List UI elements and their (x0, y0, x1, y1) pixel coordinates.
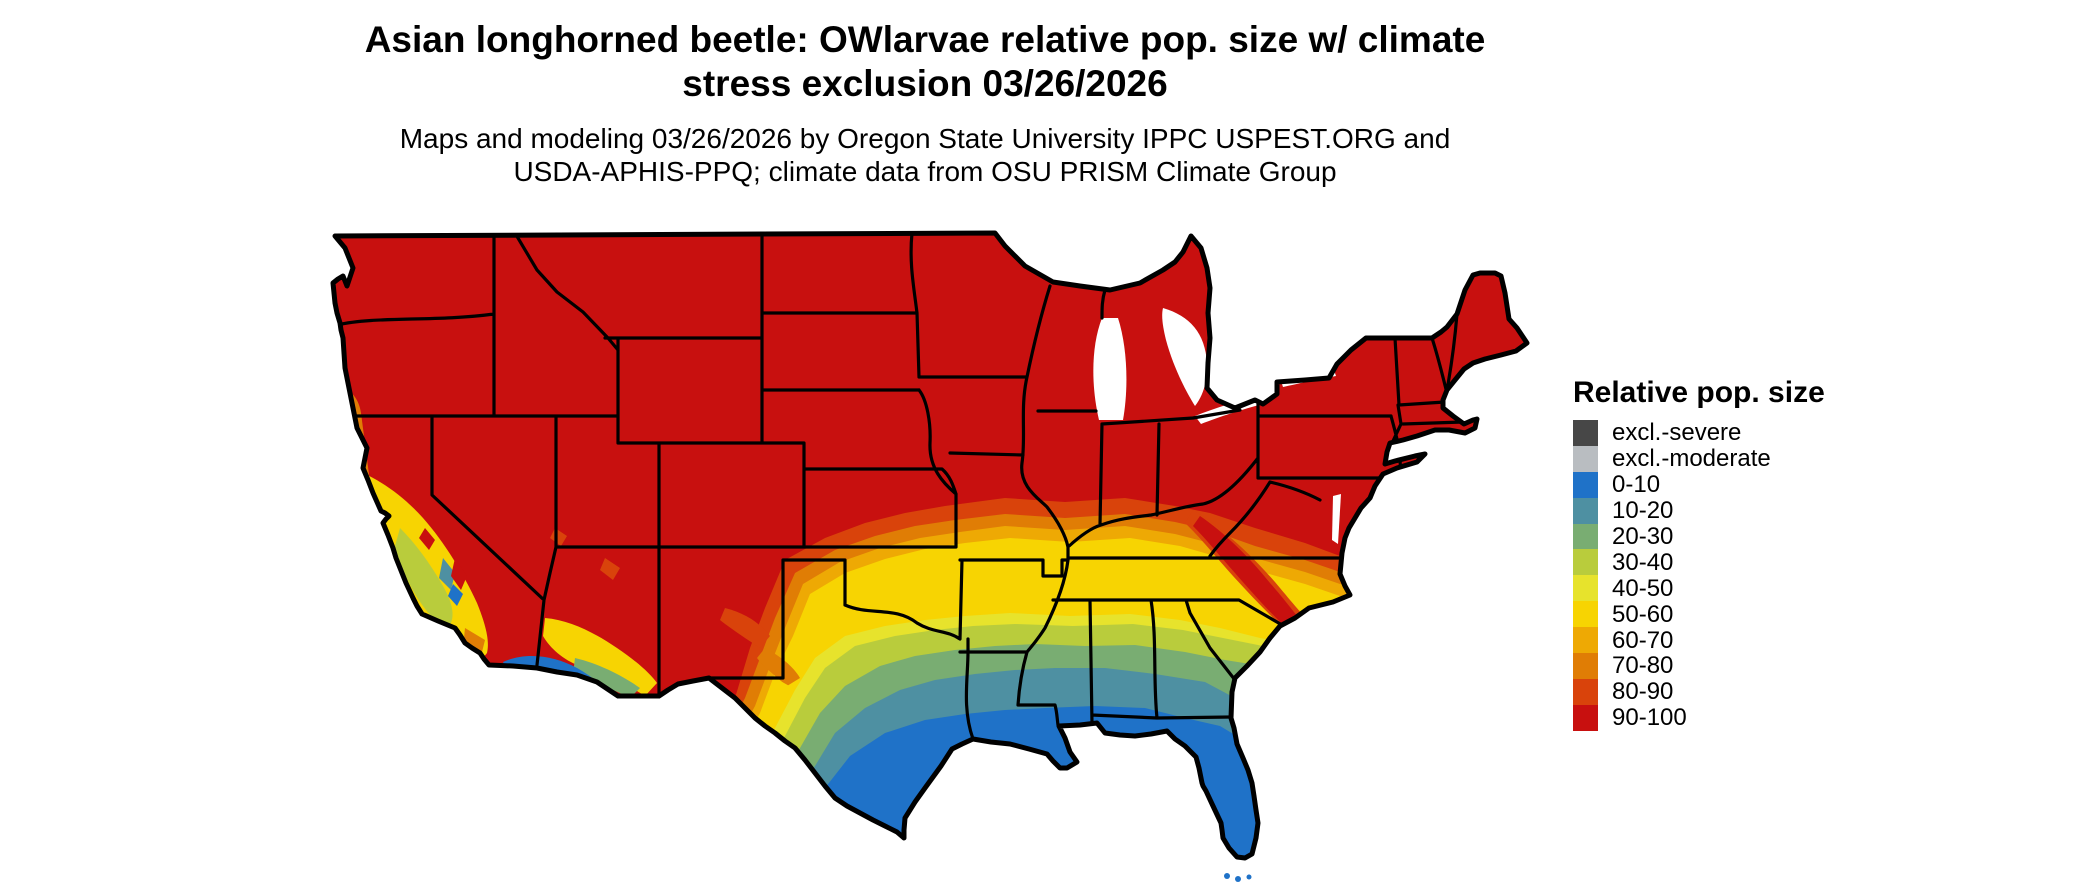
legend-label: excl.-moderate (1612, 445, 1771, 473)
legend-swatch-70-80 (1573, 653, 1598, 679)
conus-coastline (330, 230, 1530, 861)
legend-label: 40-50 (1612, 574, 1674, 602)
legend-swatch-excl-severe (1573, 420, 1598, 446)
legend-item: 10-20 (1573, 497, 1825, 525)
legend-item: 60-70 (1573, 626, 1825, 654)
legend-swatch-80-90 (1573, 678, 1598, 705)
legend-label: 20-30 (1612, 523, 1674, 550)
map-svg (330, 230, 1530, 882)
subtitle-line-1: Maps and modeling 03/26/2026 by Oregon S… (399, 123, 1451, 154)
state-borders (335, 233, 1477, 741)
legend-label: 70-80 (1612, 652, 1674, 680)
legend-label: 30-40 (1612, 548, 1674, 576)
newmexico-orangered-mottle (720, 608, 770, 648)
legend-label: excl.-severe (1612, 419, 1742, 447)
legend-item: 20-30 (1573, 523, 1825, 550)
arizona-yellow-mottle (543, 618, 657, 696)
legend-label: 90-100 (1612, 704, 1687, 732)
utah-orange-speck-2 (550, 528, 567, 546)
page-subtitle: Maps and modeling 03/26/2026 by Oregon S… (0, 122, 1850, 188)
legend-item: excl.-severe (1573, 420, 1825, 446)
lake-michigan (1093, 318, 1127, 420)
legend-label: 10-20 (1612, 497, 1674, 525)
legend-swatch-0-10 (1573, 471, 1598, 498)
utah-orange-speck-1 (600, 558, 620, 580)
page-title: Asian longhorned beetle: OWlarvae relati… (0, 18, 1850, 106)
legend-item: 30-40 (1573, 548, 1825, 576)
legend-swatch-20-30 (1573, 523, 1598, 550)
legend-items: excl.-severe excl.-moderate 0-10 10-20 2… (1573, 420, 1825, 731)
florida-keys (1224, 873, 1252, 882)
legend-label: 0-10 (1612, 471, 1661, 499)
legend-item: 0-10 (1573, 471, 1825, 499)
legend-swatch-10-20 (1573, 497, 1598, 524)
legend: Relative pop. size excl.-severe excl.-mo… (1573, 376, 1825, 731)
legend-swatch-60-70 (1573, 627, 1598, 654)
subtitle-line-2: USDA-APHIS-PPQ; climate data from OSU PR… (513, 156, 1337, 187)
legend-item: excl.-moderate (1573, 445, 1825, 473)
appalachian-red-tongue (1193, 516, 1305, 634)
legend-item: 90-100 (1573, 704, 1825, 732)
california-red-speck-1 (451, 558, 467, 590)
legend-item: 80-90 (1573, 678, 1825, 706)
us-choropleth-map (305, 228, 1565, 893)
westtexas-yellow-speck (770, 678, 793, 700)
westtexas-orange-mottle (757, 648, 800, 686)
legend-label: 80-90 (1612, 678, 1674, 706)
legend-label: 60-70 (1612, 626, 1674, 654)
lake-huron (1162, 308, 1208, 406)
legend-swatch-90-100 (1573, 704, 1598, 731)
legend-swatch-30-40 (1573, 549, 1598, 576)
legend-item: 50-60 (1573, 600, 1825, 628)
legend-swatch-excl-moderate (1573, 445, 1598, 472)
legend-item: 40-50 (1573, 574, 1825, 602)
sierra-teal-spot (439, 558, 455, 590)
legend-label: 50-60 (1612, 600, 1674, 628)
legend-swatch-40-50 (1573, 575, 1598, 602)
arizona-green-fringe (573, 658, 640, 698)
legend-title: Relative pop. size (1573, 376, 1825, 409)
california-red-speck-2 (419, 528, 435, 550)
sierra-blue-spot (448, 584, 463, 606)
california-green-blob (395, 528, 453, 625)
chesapeake-bay (1332, 494, 1341, 544)
legend-swatch-50-60 (1573, 601, 1598, 628)
legend-item: 70-80 (1573, 653, 1825, 679)
title-line-2: stress exclusion 03/26/2026 (682, 63, 1168, 104)
header: Asian longhorned beetle: OWlarvae relati… (0, 18, 1850, 188)
title-line-1: Asian longhorned beetle: OWlarvae relati… (364, 19, 1486, 60)
